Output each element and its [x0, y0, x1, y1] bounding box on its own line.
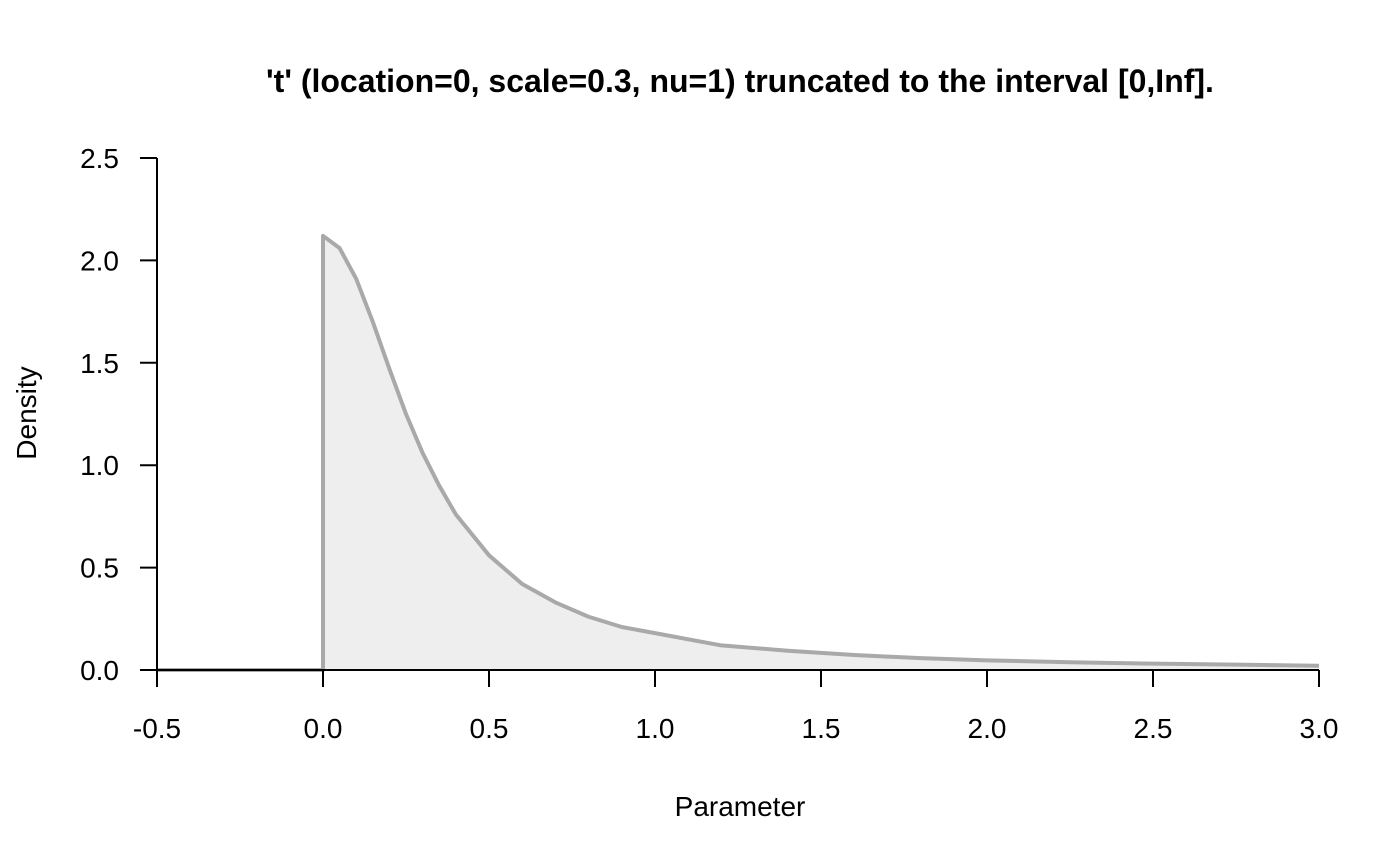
y-axis-label: Density: [11, 366, 42, 459]
density-line: [157, 233, 1320, 672]
x-tick-label: 3.0: [1300, 713, 1339, 744]
x-tick-label: 1.5: [802, 713, 841, 744]
y-tick-label: 2.0: [80, 245, 119, 276]
y-tick-label: 1.5: [80, 348, 119, 379]
x-axis-label: Parameter: [675, 791, 806, 822]
x-axis: -0.5 0.0 0.5 1.0 1.5 2.0 2.5 3.0: [133, 669, 1339, 744]
y-tick-label: 0.0: [80, 655, 119, 686]
x-tick-label: 2.5: [1134, 713, 1173, 744]
x-tick-label: 1.0: [636, 713, 675, 744]
x-tick-label: -0.5: [133, 713, 181, 744]
y-tick-label: 0.5: [80, 553, 119, 584]
y-axis: 0.0 0.5 1.0 1.5 2.0 2.5: [80, 143, 158, 686]
y-tick-label: 2.5: [80, 143, 119, 174]
x-tick-label: 0.0: [304, 713, 343, 744]
x-tick-label: 2.0: [968, 713, 1007, 744]
density-area: [323, 235, 1319, 670]
chart-title: 't' (location=0, scale=0.3, nu=1) trunca…: [266, 63, 1214, 99]
x-tick-label: 0.5: [470, 713, 509, 744]
y-tick-label: 1.0: [80, 450, 119, 481]
plot-area: [157, 233, 1320, 672]
